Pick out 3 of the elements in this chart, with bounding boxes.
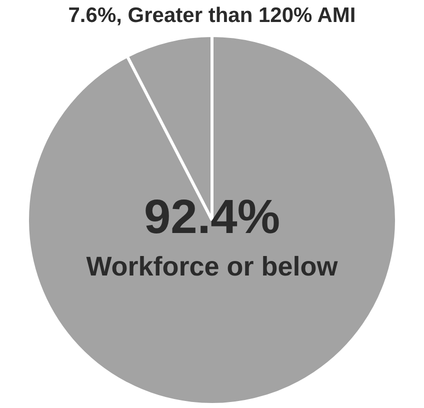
slice-label: 7.6%, Greater than 120% AMI xyxy=(68,4,356,27)
data-label: 92.4% xyxy=(144,191,280,244)
slice-label: Workforce or below xyxy=(86,251,339,282)
